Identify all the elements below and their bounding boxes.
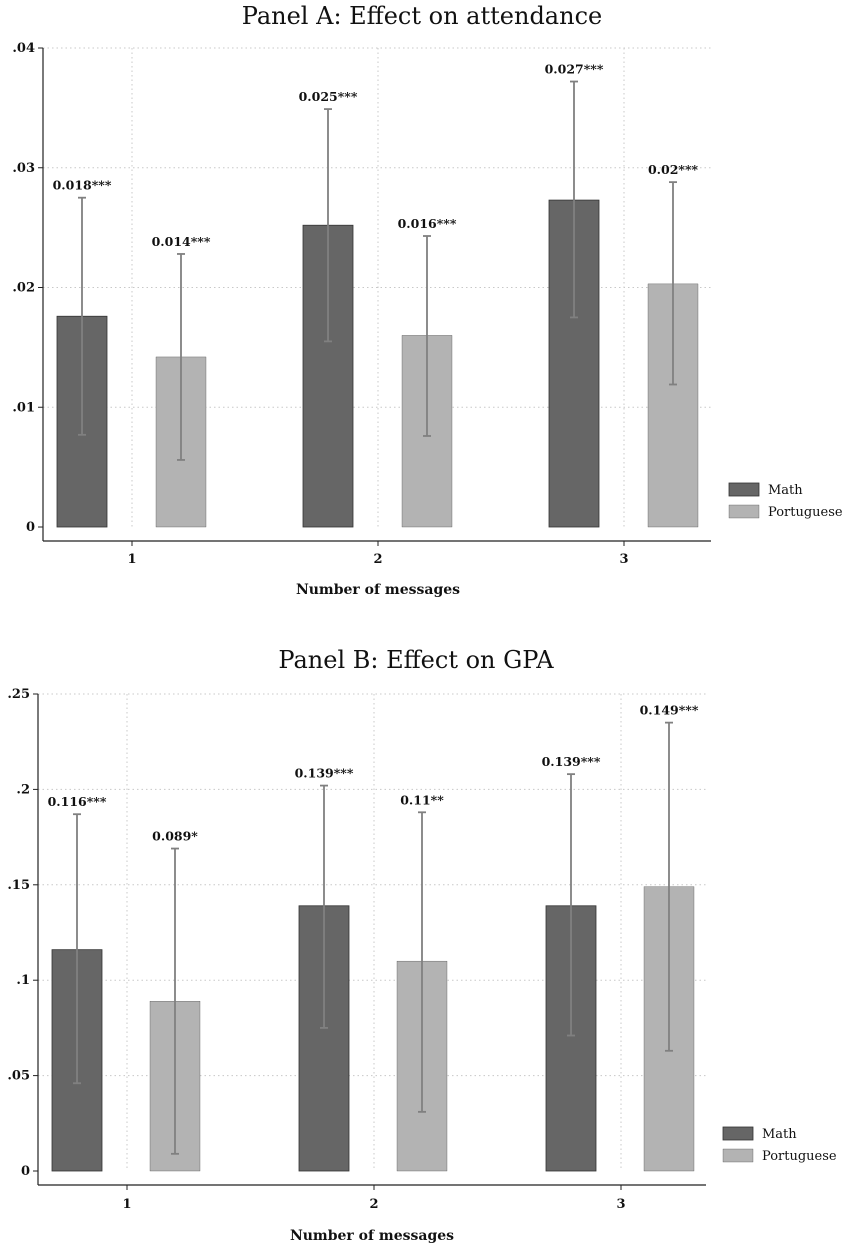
panel-a-legend-swatch [728, 482, 760, 497]
panel-a-legend-label: Math [768, 483, 803, 498]
panel-a-x-tick-label: 2 [373, 552, 382, 567]
panel-a-legend-swatch [728, 504, 760, 519]
panel-b-y-tick-label: .15 [7, 878, 30, 893]
panel-a-data-label: 0.025*** [299, 89, 358, 104]
panel-a-x-tick-label: 3 [619, 552, 628, 567]
panel-a-y-tick-label: 0 [26, 520, 35, 535]
panel-b-y-tick-label: .05 [7, 1069, 30, 1084]
panel-b-y-tick-label: 0 [21, 1164, 30, 1179]
panel-a-data-label: 0.018*** [53, 178, 112, 193]
panel-b-data-label: 0.139*** [542, 754, 601, 769]
panel-a-y-tick-label: .04 [12, 41, 35, 56]
panel-a-y-tick-label: .01 [12, 400, 35, 415]
panel-b-data-label: 0.116*** [48, 794, 107, 809]
panel-b-legend-label: Portuguese [762, 1149, 837, 1164]
panel-a-data-label: 0.016*** [398, 216, 457, 231]
panel-b-x-tick-label: 1 [122, 1197, 131, 1212]
panel-b-data-label: 0.089* [152, 829, 198, 844]
panel-a-legend-label: Portuguese [768, 505, 843, 520]
panel-a-title: Panel A: Effect on attendance [242, 2, 602, 30]
panel-a-y-tick-label: .03 [12, 161, 35, 176]
panel-b-legend-label: Math [762, 1127, 797, 1142]
panel-a: Panel A: Effect on attendance Number of … [12, 2, 843, 598]
panel-b-data-label: 0.149*** [640, 703, 699, 718]
panel-a-data-label: 0.014*** [152, 234, 211, 249]
panel-b-y-tick-label: .2 [16, 782, 30, 797]
panel-b-data-label: 0.11** [400, 792, 444, 807]
panel-b-y-tick-label: .1 [16, 973, 30, 988]
panel-b-x-tick-label: 3 [616, 1197, 625, 1212]
panel-b-title: Panel B: Effect on GPA [278, 646, 554, 674]
panel-b-data-label: 0.139*** [295, 766, 354, 781]
panel-b-legend-swatch [722, 1126, 754, 1141]
panel-b: Panel B: Effect on GPA Number of message… [7, 646, 837, 1244]
panel-b-x-tick-label: 2 [369, 1197, 378, 1212]
panel-a-x-tick-label: 1 [127, 552, 136, 567]
panel-a-y-tick-label: .02 [12, 281, 35, 296]
panel-a-x-axis-label: Number of messages [296, 582, 460, 598]
panel-b-y-tick-label: .25 [7, 687, 30, 702]
panel-a-data-label: 0.02*** [648, 162, 699, 177]
panel-b-legend-swatch [722, 1148, 754, 1163]
panel-a-data-label: 0.027*** [545, 62, 604, 77]
panel-b-x-axis-label: Number of messages [290, 1228, 454, 1244]
